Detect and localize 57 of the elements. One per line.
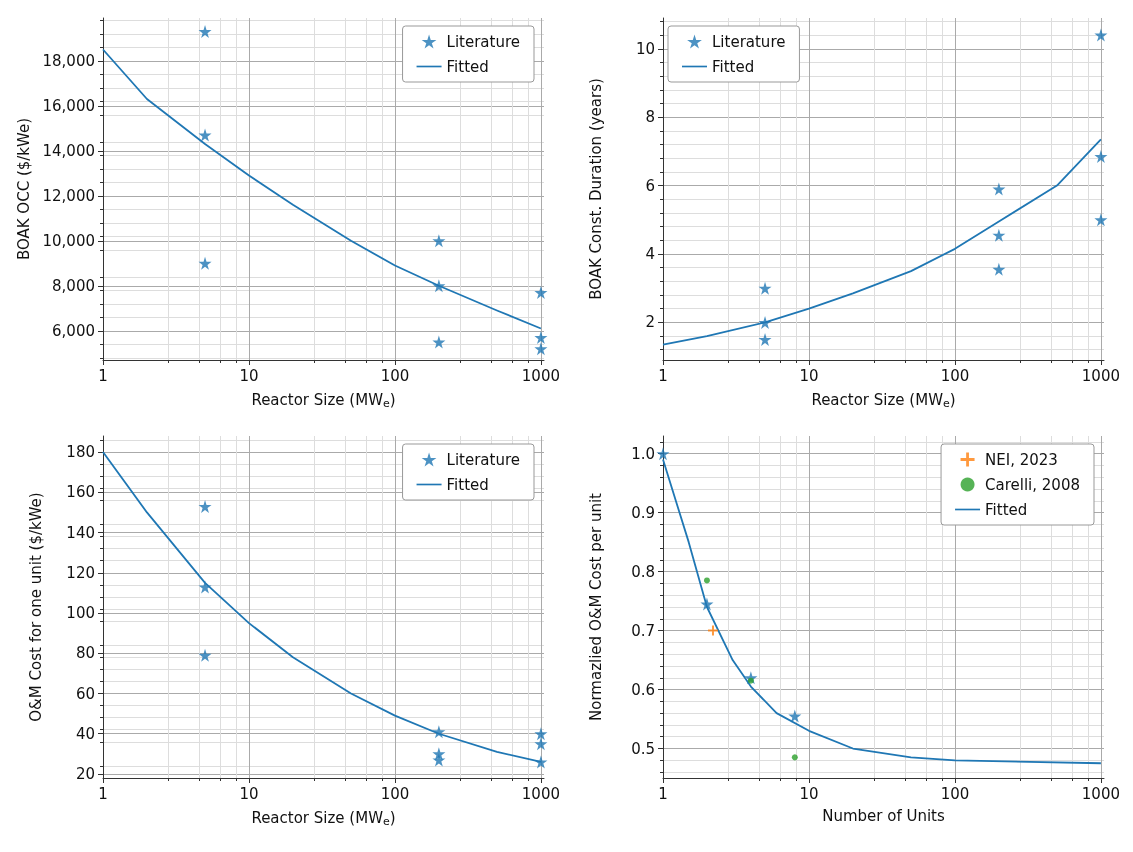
y-axis-title: Normazlied O&M Cost per unit	[586, 492, 605, 721]
x-tick-label: 100	[380, 366, 410, 385]
y-tick-label: 0.5	[631, 739, 655, 758]
legend-label: Literature	[446, 32, 521, 51]
y-tick-label: 140	[66, 523, 95, 542]
y-tick-label: 14,000	[42, 141, 95, 160]
y-tick-label: 10,000	[42, 231, 95, 250]
x-tick-label: 100	[380, 784, 410, 803]
y-tick-label: 2	[645, 313, 655, 332]
legend-label: Fitted	[985, 500, 1028, 519]
y-tick-label: 80	[75, 644, 95, 663]
x-tick-label: 1000	[1081, 784, 1120, 803]
y-tick-label: 6,000	[52, 321, 95, 340]
y-axis-title: BOAK Const. Duration (years)	[586, 78, 605, 300]
legend-label: Literature	[712, 32, 786, 51]
y-tick-label: 0.6	[631, 680, 655, 699]
x-tick-label: 10	[239, 784, 259, 803]
x-axis-title: Number of Units	[822, 806, 945, 825]
y-tick-label: 8,000	[52, 276, 95, 295]
legend-label: Fitted	[446, 475, 489, 494]
x-tick-label: 10	[239, 366, 259, 385]
x-tick-label: 1000	[521, 784, 560, 803]
y-tick-label: 180	[66, 443, 95, 462]
x-tick-label: 1	[658, 784, 668, 803]
x-tick-label: 10	[799, 366, 819, 385]
y-tick-label: 18,000	[42, 51, 95, 70]
y-tick-label: 60	[75, 684, 95, 703]
x-tick-label: 100	[940, 784, 970, 803]
x-tick-label: 1000	[1081, 366, 1120, 385]
x-tick-label: 1	[98, 366, 108, 385]
y-axis-title: BOAK OCC ($/kWe)	[15, 117, 34, 261]
y-tick-label: 0.7	[631, 621, 655, 640]
x-tick-label: 1	[98, 784, 108, 803]
legend-label: Carelli, 2008	[985, 475, 1081, 494]
legend-label: NEI, 2023	[985, 450, 1058, 469]
y-axis-title: O&M Cost for one unit ($/kWe)	[26, 492, 45, 722]
y-tick-label: 6	[645, 176, 655, 195]
y-tick-label: 4	[645, 244, 655, 263]
y-tick-label: 10	[635, 39, 655, 58]
x-tick-label: 100	[940, 366, 970, 385]
y-tick-label: 40	[75, 724, 95, 743]
y-tick-label: 0.8	[631, 562, 655, 581]
x-tick-label: 1	[658, 366, 668, 385]
y-tick-label: 100	[66, 604, 95, 623]
y-tick-label: 20	[75, 764, 95, 783]
y-tick-label: 0.9	[631, 503, 655, 522]
y-tick-label: 12,000	[42, 186, 95, 205]
legend-label: Fitted	[446, 57, 489, 76]
y-tick-label: 1.0	[631, 444, 655, 463]
y-tick-label: 120	[66, 563, 95, 582]
y-tick-label: 160	[66, 483, 95, 502]
y-tick-label: 8	[645, 108, 655, 127]
x-tick-label: 1000	[521, 366, 560, 385]
legend-label: Fitted	[712, 57, 755, 76]
legend-label: Literature	[446, 450, 521, 469]
x-tick-label: 10	[799, 784, 819, 803]
y-tick-label: 16,000	[42, 96, 95, 115]
